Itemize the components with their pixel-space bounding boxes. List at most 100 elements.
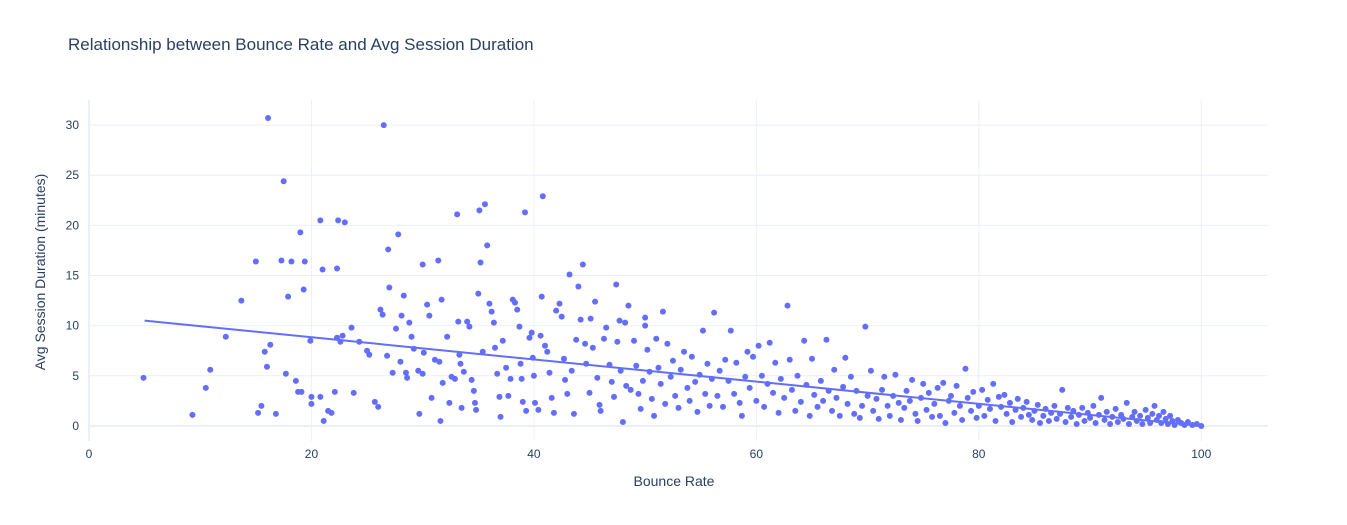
data-point <box>437 417 444 424</box>
data-point <box>840 383 847 390</box>
data-point <box>851 410 858 417</box>
data-point <box>817 377 824 384</box>
data-point <box>973 414 980 421</box>
data-point <box>610 393 617 400</box>
data-point <box>788 386 795 393</box>
data-point <box>948 392 955 399</box>
data-point <box>456 351 463 358</box>
data-point <box>631 337 638 344</box>
data-point <box>820 397 827 404</box>
data-point <box>731 390 738 397</box>
data-point <box>517 360 524 367</box>
data-point <box>280 178 287 185</box>
data-point <box>968 407 975 414</box>
data-point <box>688 353 695 360</box>
data-point <box>920 380 927 387</box>
data-point <box>995 393 1002 400</box>
data-point <box>962 365 969 372</box>
data-point <box>596 401 603 408</box>
data-point <box>535 406 542 413</box>
data-point <box>562 376 569 383</box>
data-point <box>633 362 640 369</box>
data-point <box>923 406 930 413</box>
data-point <box>507 375 514 382</box>
data-point <box>986 405 993 412</box>
data-point <box>828 407 835 414</box>
data-point <box>265 115 272 122</box>
data-point <box>537 332 544 339</box>
data-point <box>1051 402 1058 409</box>
data-point <box>436 358 443 365</box>
data-point <box>777 375 784 382</box>
data-point <box>648 395 655 402</box>
data-point <box>532 399 539 406</box>
data-point <box>1034 401 1041 408</box>
data-point <box>491 344 498 351</box>
trendline <box>144 319 1202 427</box>
data-point <box>385 246 392 253</box>
data-point <box>496 393 503 400</box>
data-point <box>301 258 308 265</box>
data-point <box>1162 415 1169 422</box>
data-point <box>931 400 938 407</box>
data-point <box>499 337 506 344</box>
data-point <box>328 409 335 416</box>
data-point <box>681 348 688 355</box>
data-point <box>458 404 465 411</box>
data-point <box>530 372 537 379</box>
data-point <box>539 193 546 200</box>
data-point <box>582 340 589 347</box>
data-point <box>320 417 327 424</box>
data-point <box>875 415 882 422</box>
data-point <box>386 284 393 291</box>
data-point <box>1006 399 1013 406</box>
data-point <box>379 311 386 318</box>
data-point <box>942 419 949 426</box>
data-point <box>252 258 259 265</box>
data-point <box>1087 414 1094 421</box>
data-point <box>1073 420 1080 427</box>
x-tick-label: 0 <box>86 447 93 461</box>
data-point <box>912 410 919 417</box>
data-point <box>297 229 304 236</box>
data-point <box>637 405 644 412</box>
data-point <box>400 292 407 299</box>
data-point <box>366 351 373 358</box>
x-tick-label: 80 <box>972 447 986 461</box>
data-point <box>278 257 285 264</box>
data-point <box>308 400 315 407</box>
data-point <box>806 412 813 419</box>
data-point <box>1184 418 1191 425</box>
data-point <box>564 390 571 397</box>
data-point <box>566 271 573 278</box>
data-point <box>490 319 497 326</box>
data-point <box>428 394 435 401</box>
data-point <box>651 412 658 419</box>
data-point <box>1064 404 1071 411</box>
y-tick-label: 25 <box>66 168 80 182</box>
data-point <box>416 410 423 417</box>
data-point <box>255 409 262 416</box>
x-axis-ticks: 0 20 40 60 80 100 <box>86 447 1212 461</box>
data-point <box>811 391 818 398</box>
data-point <box>694 408 701 415</box>
data-point <box>341 219 348 226</box>
data-point <box>736 399 743 406</box>
data-point <box>704 360 711 367</box>
data-point <box>714 392 721 399</box>
data-point <box>377 306 384 313</box>
data-point <box>1167 412 1174 419</box>
data-point <box>579 261 586 268</box>
data-point <box>814 403 821 410</box>
data-point <box>775 409 782 416</box>
data-point <box>870 407 877 414</box>
data-point <box>1062 418 1069 425</box>
data-point <box>619 418 626 425</box>
data-point <box>1137 412 1144 419</box>
data-point <box>702 390 709 397</box>
data-point <box>936 412 943 419</box>
data-point <box>622 319 629 326</box>
data-point <box>523 407 530 414</box>
data-point <box>408 333 415 340</box>
data-point <box>842 354 849 361</box>
